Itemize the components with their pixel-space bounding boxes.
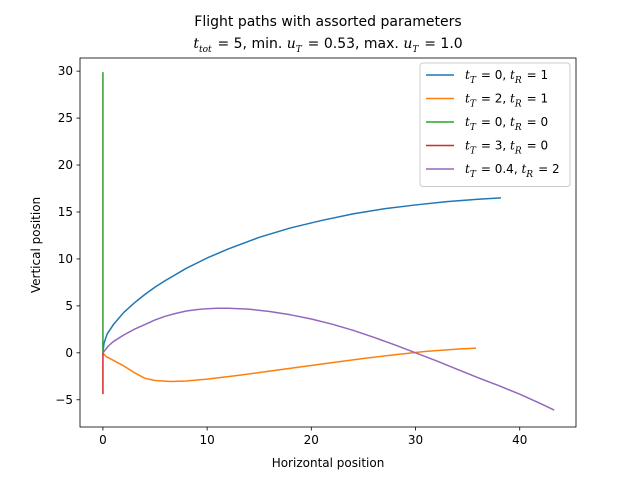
x-tick-label: 40 [512, 433, 527, 447]
chart-title: Flight paths with assorted parameters [194, 14, 461, 30]
y-tick-label: 5 [65, 299, 73, 313]
legend-label: tT = 0, tR = 0 [465, 115, 548, 133]
x-tick-label: 10 [199, 433, 214, 447]
plot-area [79, 57, 577, 428]
series-line-2 [102, 347, 477, 383]
legend-box [419, 62, 571, 187]
y-tick-label: 30 [58, 64, 73, 78]
x-axis-label: Horizontal position [272, 456, 385, 470]
y-axis-label: Vertical position [29, 197, 43, 293]
series-line-5 [102, 307, 555, 411]
plot-frame [79, 57, 577, 428]
series-lines [102, 72, 555, 411]
x-axis-ticks: 0 10 20 30 40 [99, 427, 527, 447]
x-tick-label: 20 [304, 433, 319, 447]
legend-label: tT = 0, tR = 1 [465, 68, 548, 86]
y-tick-label: 25 [58, 111, 73, 125]
x-tick-label: 30 [408, 433, 423, 447]
y-tick-label: 20 [58, 158, 73, 172]
y-axis-ticks: −5 0 5 10 15 20 25 30 [55, 64, 80, 407]
y-tick-label: 0 [65, 346, 73, 360]
y-tick-label: 10 [58, 252, 73, 266]
chart-subtitle: ttot = 5, min. uT = 0.53, max. uT = 1.0 [193, 36, 462, 55]
legend: tT = 0, tR = 1 tT = 2, tR = 1 tT = 0, tR =… [419, 62, 571, 187]
y-tick-label: −5 [55, 393, 73, 407]
legend-label: tT = 2, tR = 1 [465, 92, 548, 110]
series-line-1 [102, 197, 502, 353]
x-tick-label: 0 [99, 433, 107, 447]
legend-label: tT = 3, tR = 0 [465, 139, 548, 157]
y-tick-label: 15 [58, 205, 73, 219]
legend-label: tT = 0.4, tR = 2 [465, 162, 560, 180]
